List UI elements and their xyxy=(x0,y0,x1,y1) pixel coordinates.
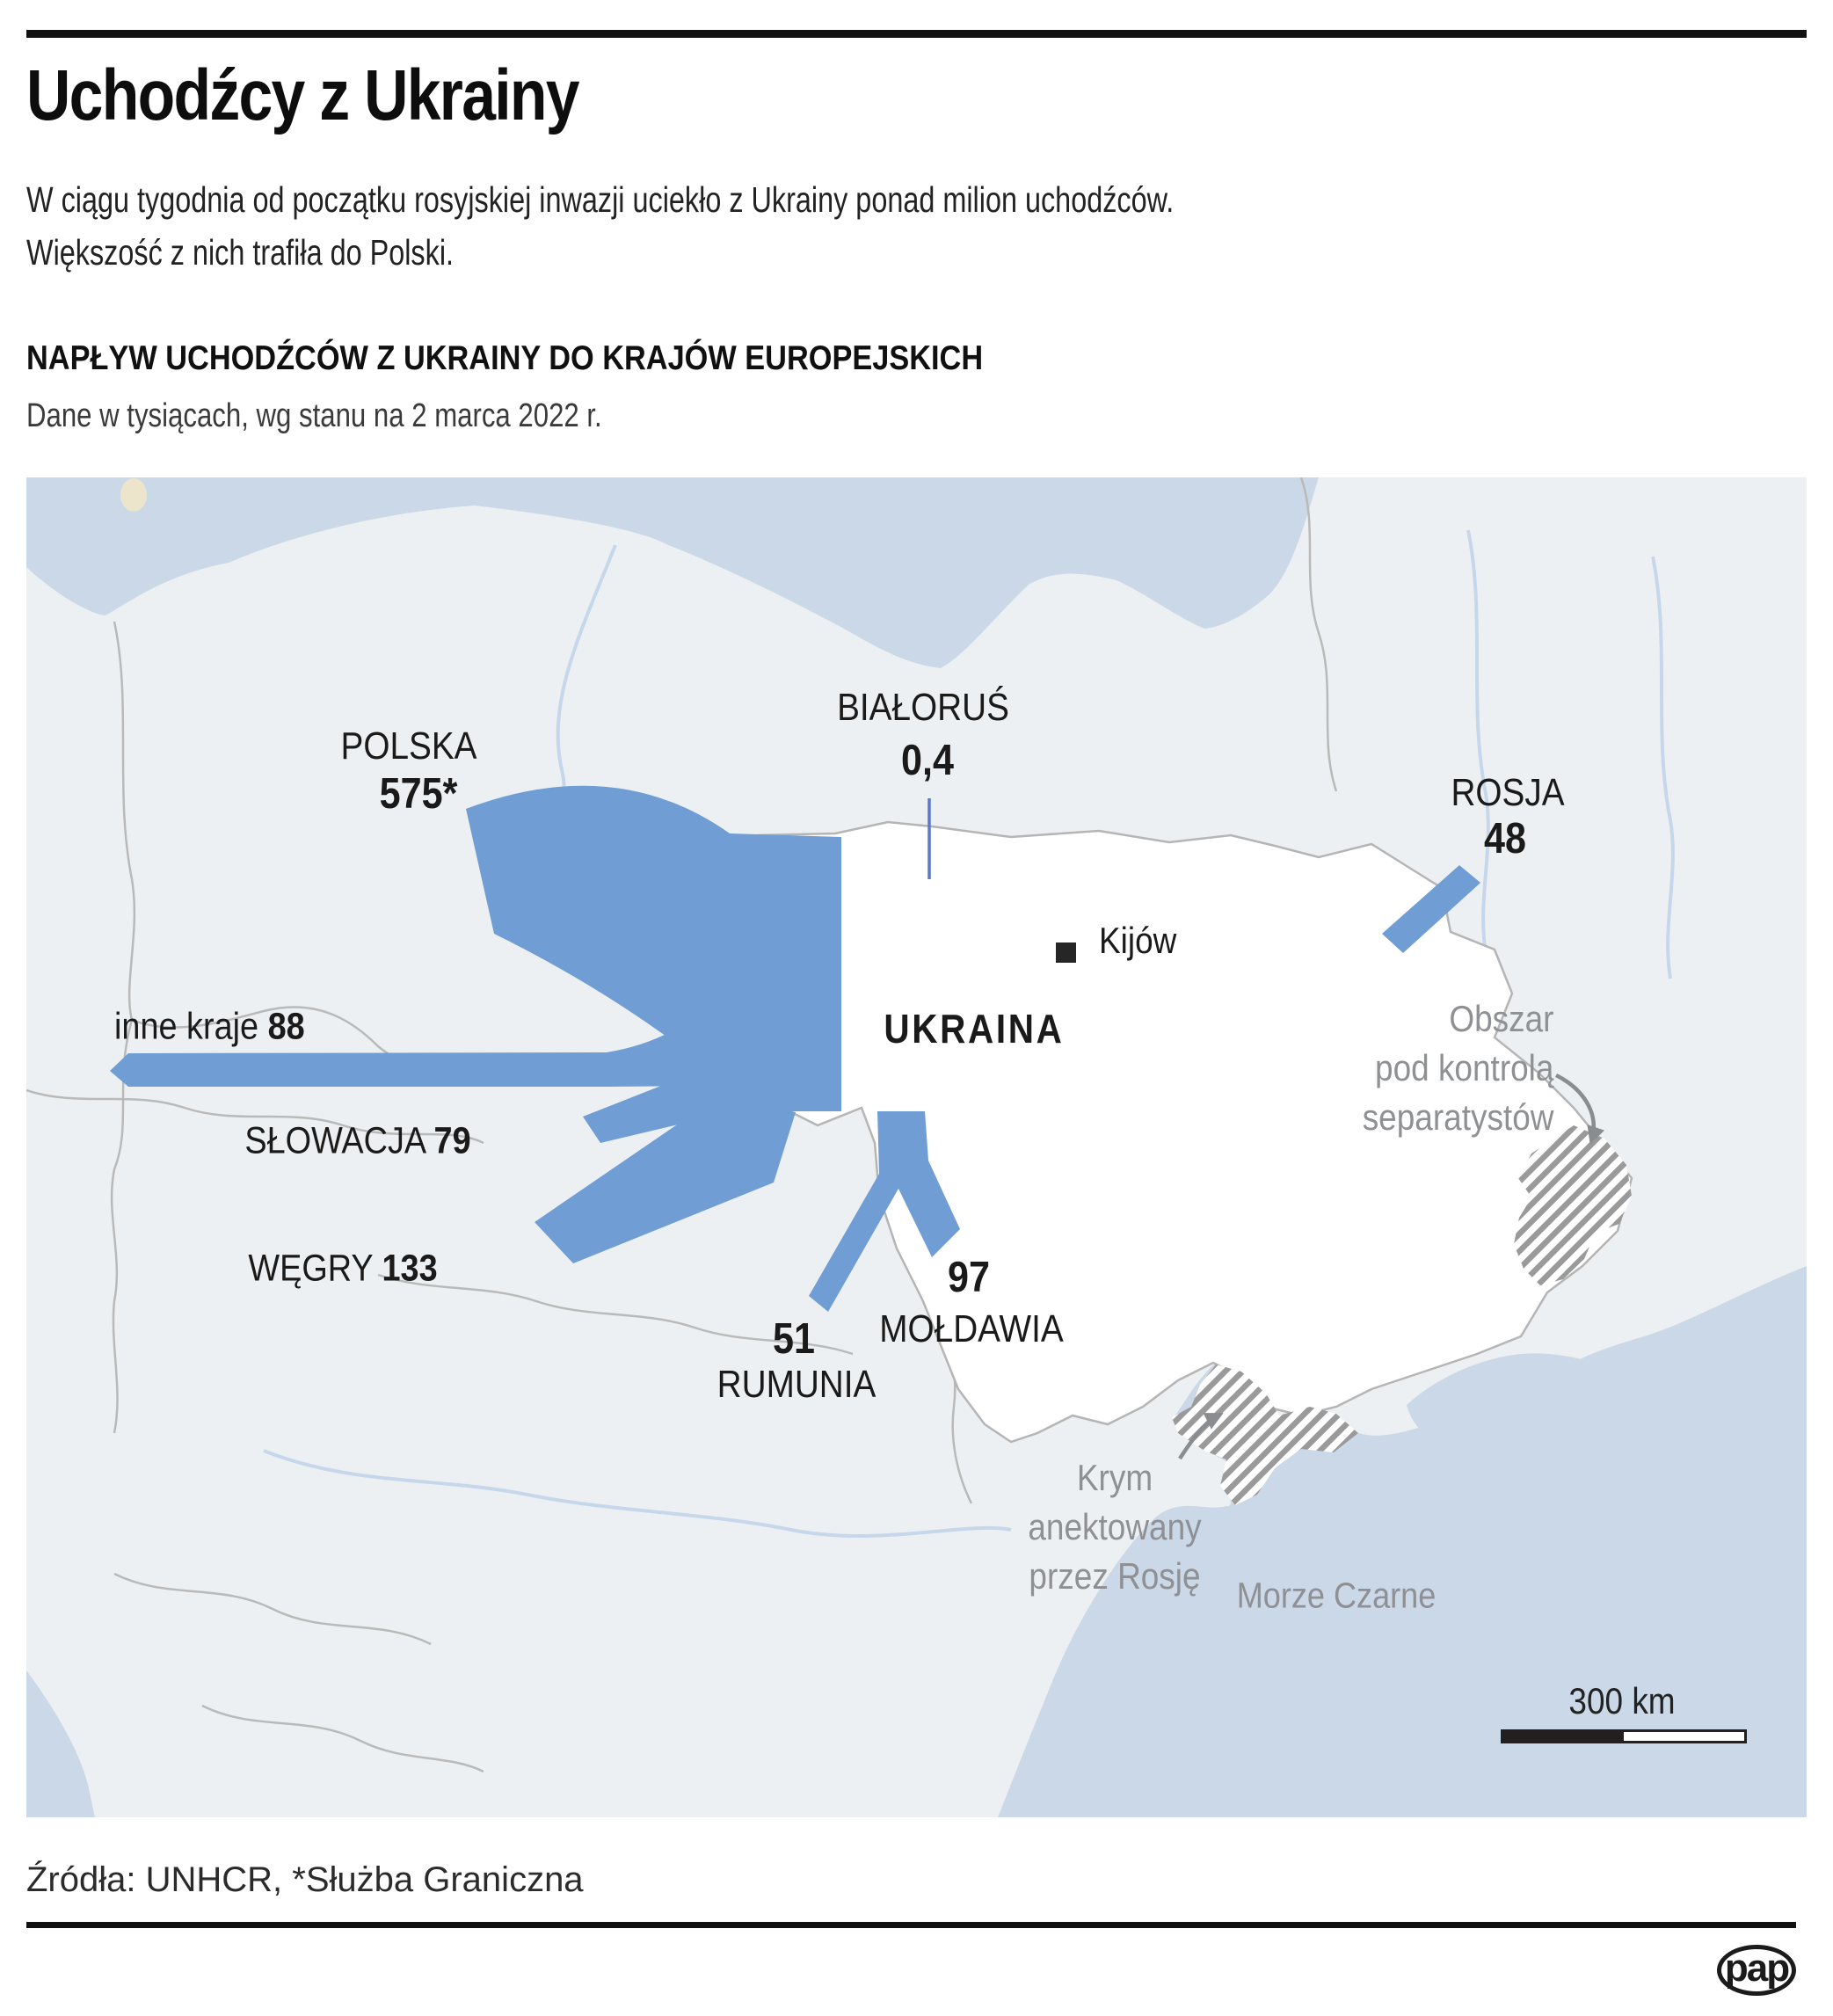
value-poland: 575* xyxy=(379,770,458,818)
map-canvas xyxy=(26,477,1807,1817)
label-hungary: WĘGRY 133 xyxy=(248,1247,438,1290)
top-rule xyxy=(26,30,1807,38)
label-romania: RUMUNIA xyxy=(716,1363,876,1406)
crimea-hatch xyxy=(1172,1365,1358,1505)
adriatic-sea xyxy=(26,1670,95,1817)
flow-poland xyxy=(466,785,841,1111)
bornholm-island xyxy=(120,478,147,512)
label-ukraine: UKRAINA xyxy=(884,1006,1065,1052)
baltic-sea xyxy=(26,477,1319,668)
label-black-sea: Morze Czarne xyxy=(1236,1575,1437,1616)
value-belarus: 0,4 xyxy=(901,737,954,784)
callout-arrows xyxy=(1178,1073,1605,1460)
value-russia: 48 xyxy=(1484,815,1526,862)
europe-flow-map: POLSKA 575* BIAŁORUŚ 0,4 ROSJA 48 Kijów … xyxy=(26,477,1807,1817)
label-other-countries: inne kraje 88 xyxy=(114,1005,305,1048)
flow-romania-moldova xyxy=(809,1111,960,1312)
sea-of-azov xyxy=(1407,1353,1644,1452)
label-poland: POLSKA xyxy=(340,724,477,768)
label-slovakia: SŁOWACJA 79 xyxy=(244,1119,471,1162)
source-note: Źródła: UNHCR, *Służba Graniczna xyxy=(26,1860,584,1899)
value-romania: 51 xyxy=(773,1315,815,1363)
page-title: Uchodźcy z Ukrainy xyxy=(26,55,580,135)
flow-hungary xyxy=(535,1095,796,1263)
bottom-rule xyxy=(26,1922,1796,1928)
note-crimea: Krym anektowany przez Rosję xyxy=(1028,1457,1202,1597)
label-moldova: MOŁDAWIA xyxy=(879,1307,1064,1350)
note-separatist-area: Obszar pod kontrolą separatystów xyxy=(1362,998,1553,1138)
kyiv-marker xyxy=(1056,942,1076,963)
flow-russia xyxy=(1382,865,1480,953)
value-moldova: 97 xyxy=(948,1254,990,1301)
label-belarus: BIAŁORUŚ xyxy=(837,686,1009,729)
flow-other-countries xyxy=(110,1020,716,1087)
section-subtitle: Dane w tysiącach, wg stanu na 2 marca 20… xyxy=(26,397,602,434)
separatist-callout-arrow xyxy=(1554,1073,1605,1145)
separatist-area-hatch xyxy=(1514,1125,1632,1285)
scale-label: 300 km xyxy=(1568,1680,1676,1721)
lead-paragraph: W ciągu tygodnia od początku rosyjskiej … xyxy=(26,179,1175,273)
label-kyiv: Kijów xyxy=(1099,920,1177,961)
section-title: NAPŁYW UCHODŹCÓW Z UKRAINY DO KRAJÓW EUR… xyxy=(26,339,984,377)
flow-slovakia xyxy=(583,1073,730,1143)
crimea-callout-arrow xyxy=(1178,1412,1224,1460)
refugee-flow-arrows xyxy=(110,785,1480,1312)
label-russia: ROSJA xyxy=(1451,771,1565,814)
scale-bar xyxy=(1501,1729,1747,1743)
pap-logo: pap xyxy=(1717,1945,1796,1996)
